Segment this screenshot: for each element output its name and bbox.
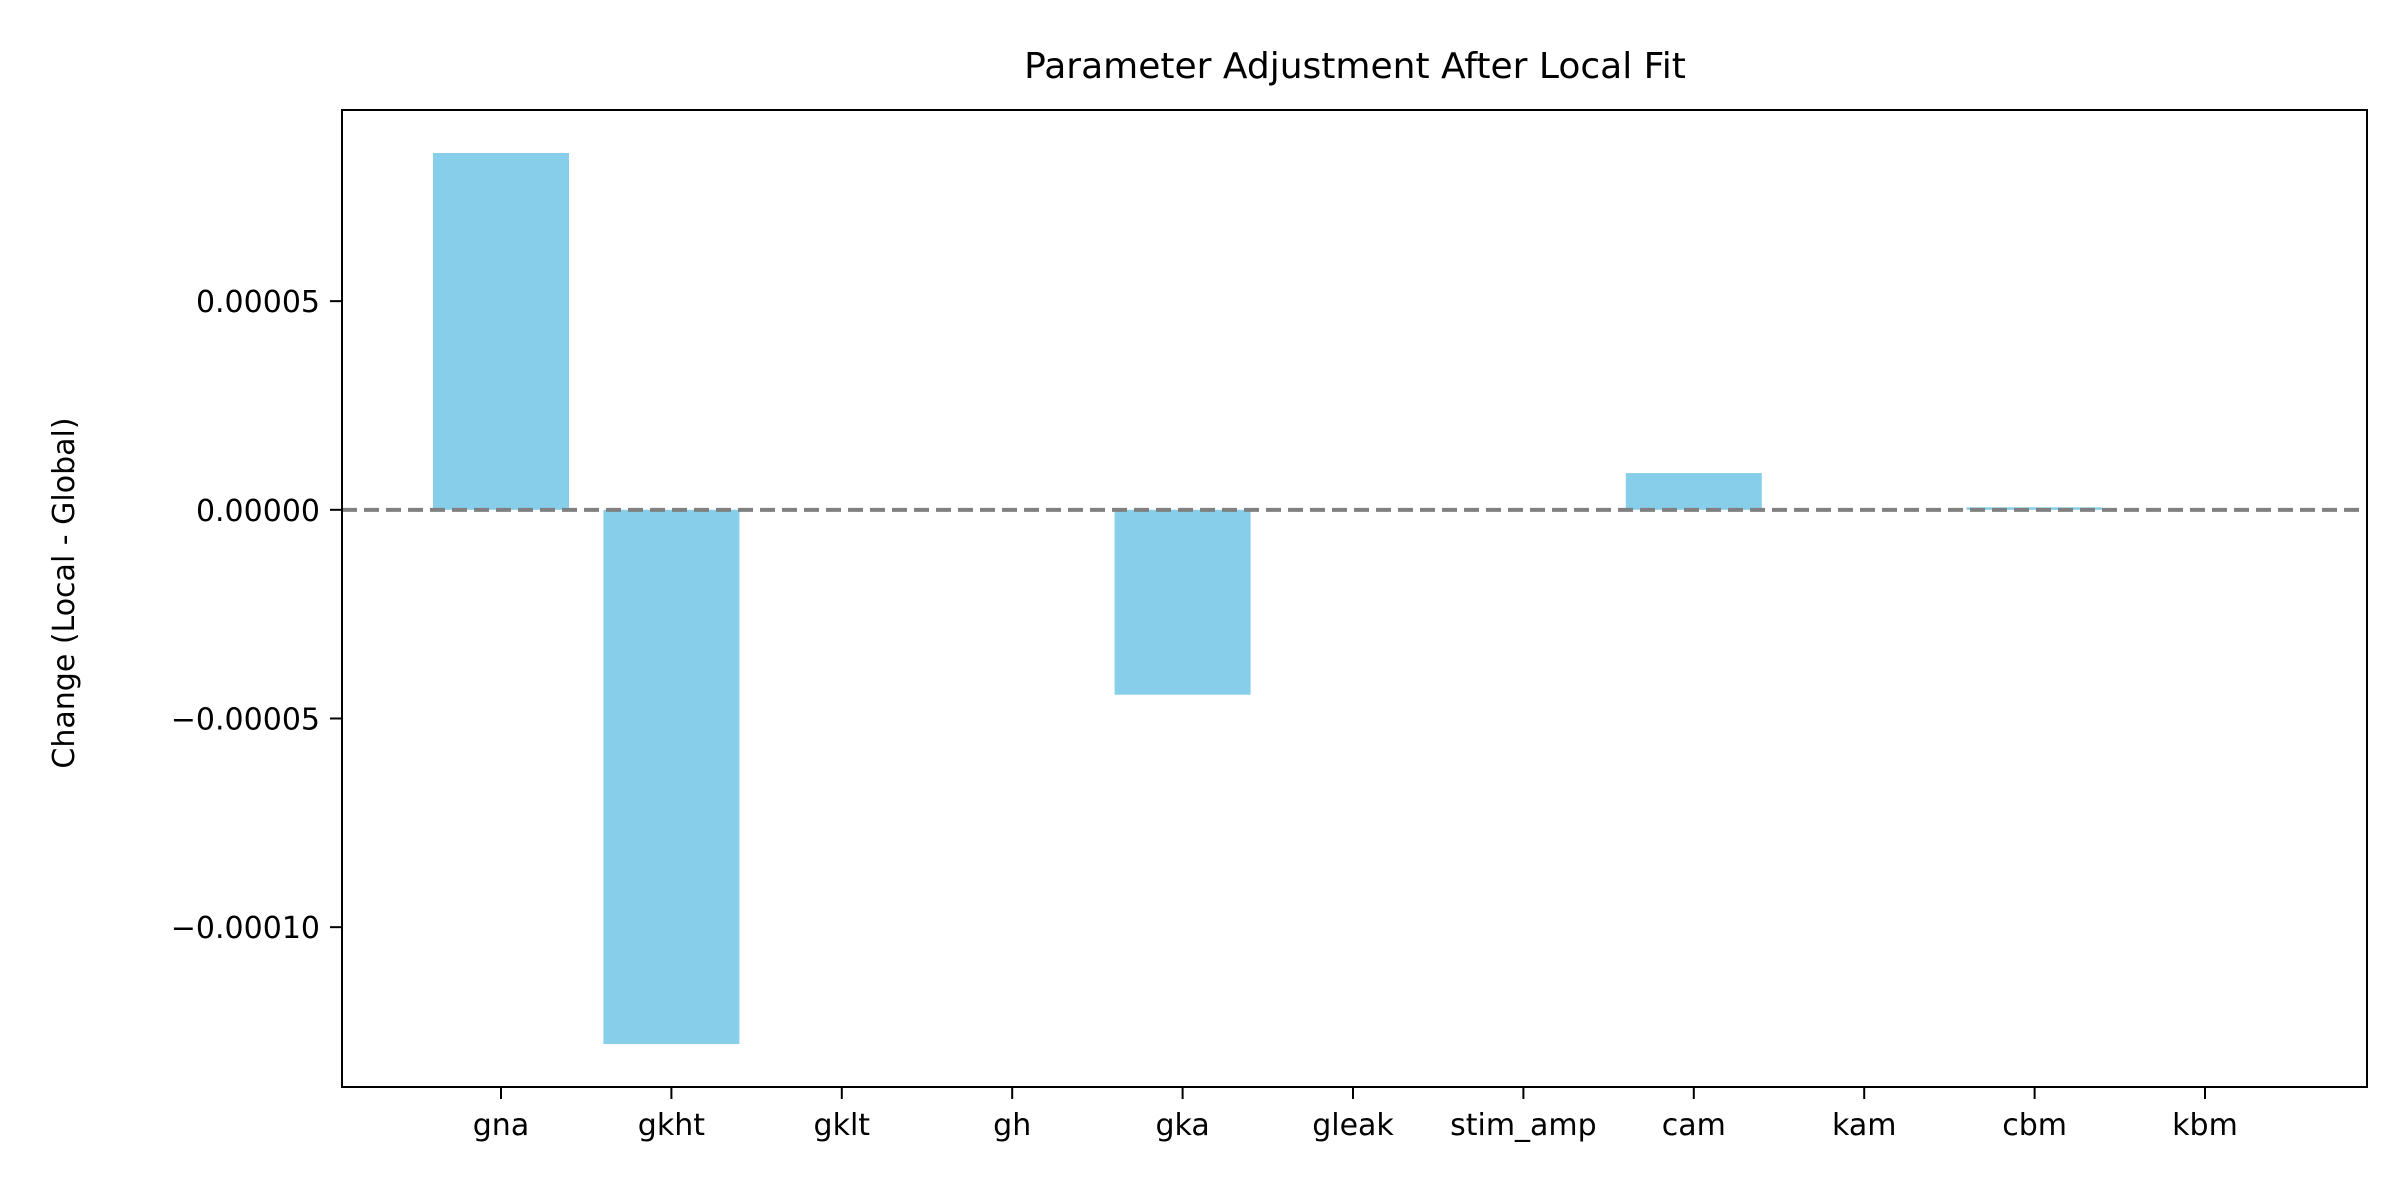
bar-cam	[1625, 473, 1762, 510]
y-tick-label: 0.00005	[196, 285, 320, 320]
x-tick-label: cam	[1662, 1108, 1726, 1143]
x-axis-ticks: gna gkht gklt gh gka gleak stim_amp cam kam cbm kb…	[473, 1087, 2238, 1143]
y-axis-ticks: −0.00010 −0.00005 0.00000 0.00005	[171, 285, 342, 946]
y-axis-label: Change (Local - Global)	[47, 417, 82, 768]
x-tick-label: gkht	[638, 1108, 705, 1143]
x-tick-label: stim_amp	[1450, 1108, 1597, 1143]
bars-group	[433, 152, 2103, 1045]
bar-gka	[1114, 509, 1251, 695]
plot-frame	[341, 109, 2368, 1088]
x-tick-label: cbm	[2002, 1108, 2067, 1143]
bar-cbm	[1966, 507, 2103, 510]
bar-gkht	[603, 509, 740, 1045]
x-tick-label: gleak	[1312, 1108, 1394, 1143]
x-tick-label: gna	[473, 1108, 529, 1143]
x-tick-label: gklt	[814, 1108, 871, 1143]
x-tick-label: gka	[1155, 1108, 1209, 1143]
bar-gna	[433, 152, 569, 510]
y-tick-label: 0.00000	[196, 494, 320, 529]
x-tick-label: gh	[993, 1108, 1031, 1143]
y-tick-label: −0.00005	[171, 702, 320, 737]
x-tick-label: kam	[1832, 1108, 1896, 1143]
chart-title: Parameter Adjustment After Local Fit	[1024, 46, 1686, 87]
y-tick-label: −0.00010	[171, 911, 320, 946]
x-tick-label: kbm	[2172, 1108, 2238, 1143]
